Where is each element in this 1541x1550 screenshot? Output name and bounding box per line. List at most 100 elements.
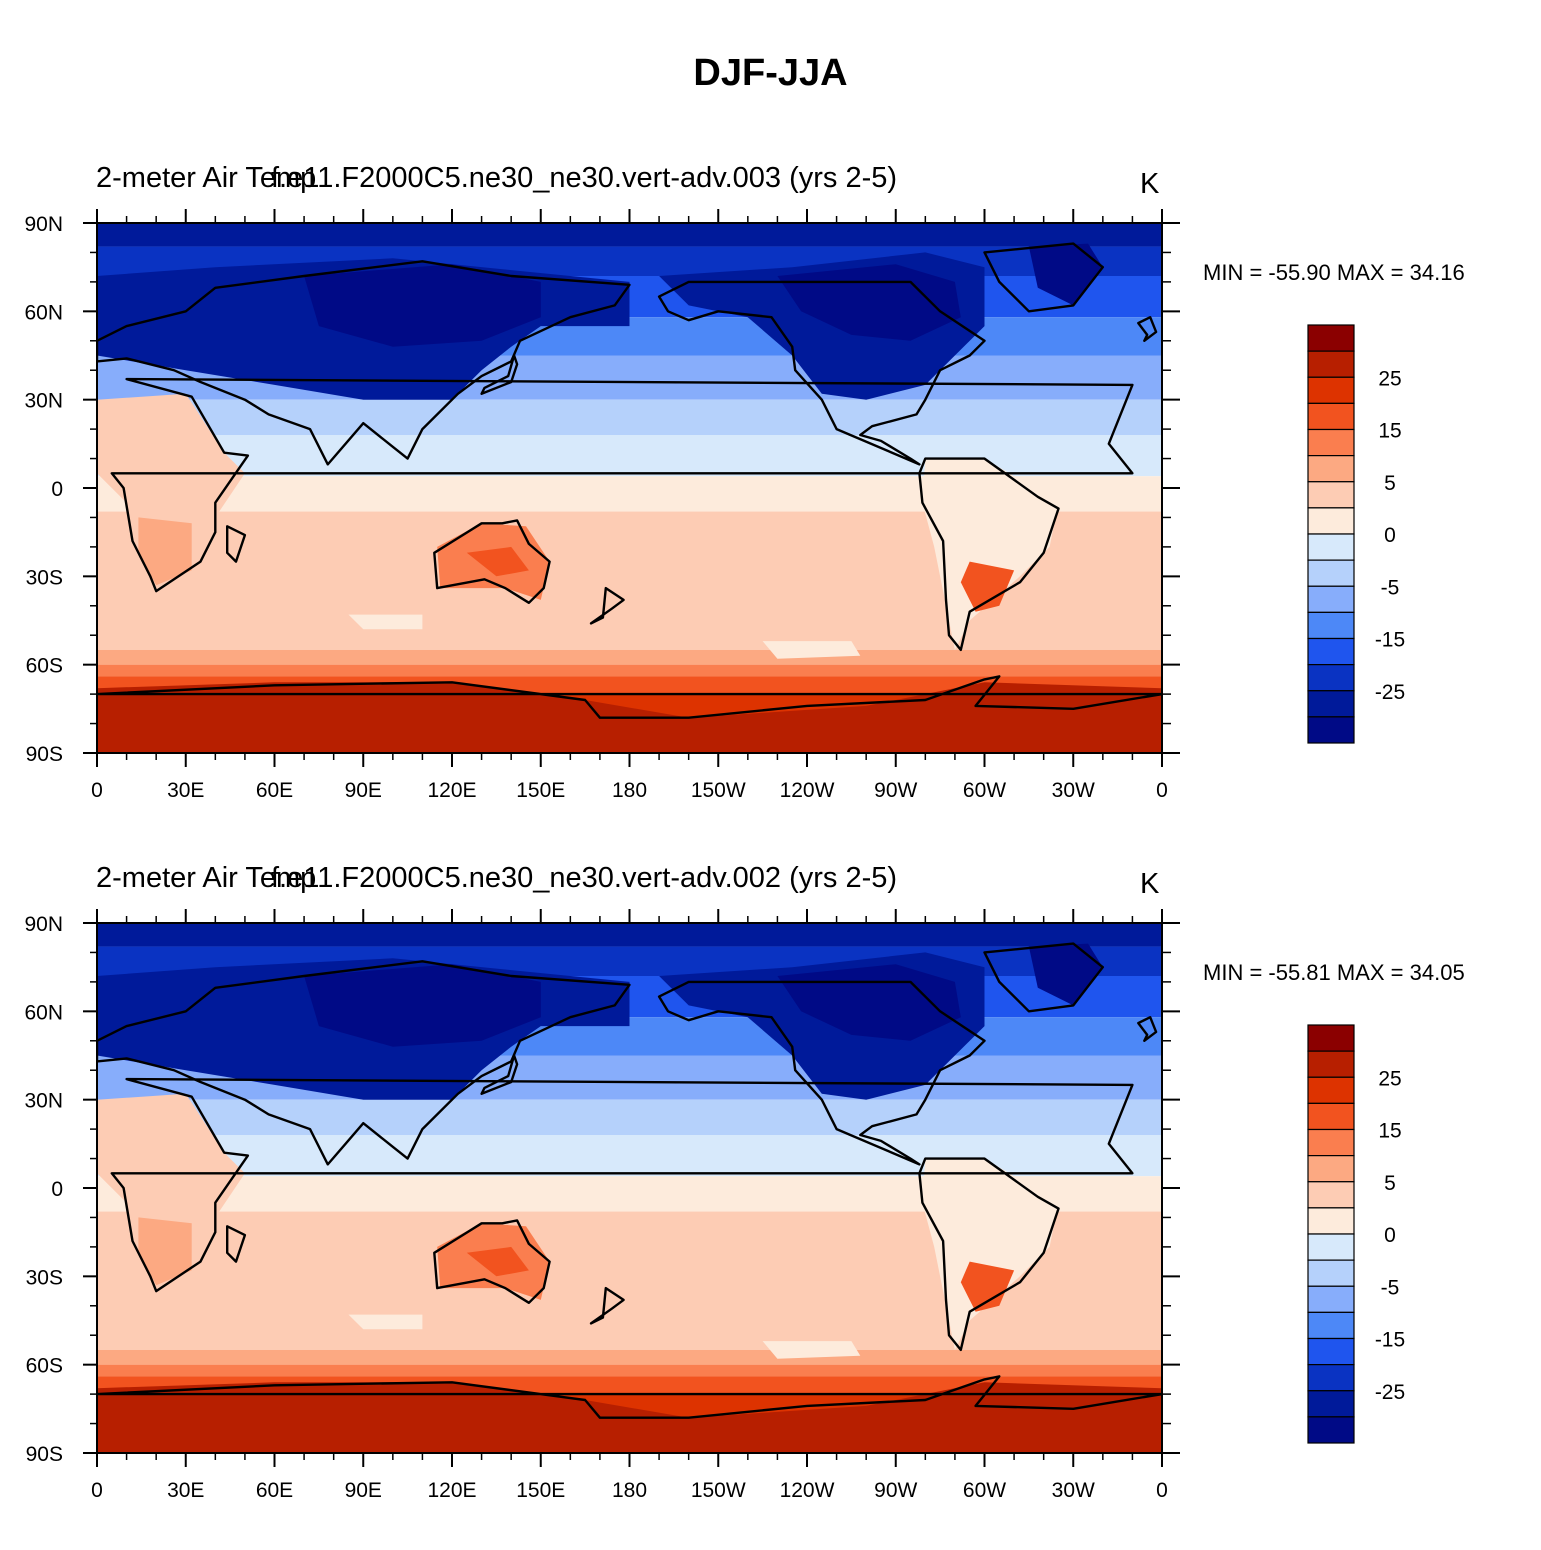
lat-band: [97, 223, 1162, 247]
north-america-coastline: [657, 980, 986, 1166]
australia-coastline: [433, 519, 551, 604]
panel-units: K: [1140, 868, 1160, 900]
new-zealand-coastline: [589, 586, 625, 625]
colorbar-swatch: [1307, 1311, 1355, 1340]
colorbar-swatch: [1307, 507, 1355, 535]
panel-units: K: [1140, 168, 1160, 200]
lat-tick-label: 60N: [24, 1001, 63, 1024]
eurasia-coastline: [97, 960, 631, 1166]
map-panel-bottom: 0 30E 60E 90E 120E 150E 180 150W 120W 90W 60W 30W 0 9…: [0, 850, 1541, 1550]
madagascar-coastline: [225, 1225, 247, 1263]
colorbar-swatch: [1307, 1416, 1355, 1444]
new-zealand-coastline: [589, 1286, 625, 1325]
lat-tick-label: 0: [51, 478, 63, 501]
southern-ocean-cool-patch: [762, 641, 861, 659]
colorbar-swatch: [1307, 376, 1355, 404]
lon-tick-label: 60E: [256, 1479, 293, 1502]
japan-coastline: [480, 354, 519, 396]
colorbar-swatch: [1307, 1364, 1355, 1392]
lon-tick-label: 120E: [427, 779, 476, 802]
argentina-warm: [960, 1261, 1015, 1312]
colorbar-swatch: [1307, 1102, 1355, 1131]
contour-field: [97, 923, 1162, 1453]
lat-tick-label: 90N: [24, 213, 63, 236]
lat-tick-label: 90S: [26, 743, 63, 766]
lat-band: [97, 664, 1162, 677]
lon-tick-label: 60E: [256, 779, 293, 802]
lat-tick-label: 60S: [26, 1355, 63, 1378]
colorbar-label: 5: [1384, 472, 1396, 495]
africa-coastline: [110, 1077, 1134, 1293]
greenland-coastline: [983, 942, 1105, 1013]
africa-coastline: [110, 377, 1134, 593]
colorbar-swatch: [1307, 1024, 1355, 1052]
colorbar-label: -25: [1375, 1381, 1405, 1404]
colorbar-swatch: [1307, 1390, 1355, 1418]
australia-hot-core: [466, 546, 529, 577]
colorbar-label: -15: [1375, 629, 1405, 652]
colorbar: 25 15 5 0 -5 -15 -25: [1307, 324, 1405, 744]
australia-coastline: [433, 1219, 551, 1304]
indian-ocean-cool-patch: [348, 1314, 423, 1330]
colorbar-label: -5: [1381, 576, 1400, 599]
lon-tick-label: 0: [91, 1479, 103, 1502]
colorbar-label: 0: [1384, 524, 1396, 547]
colorbar-swatch: [1307, 559, 1355, 587]
lat-band: [97, 649, 1162, 665]
south-america-coastline: [918, 457, 1060, 652]
south-america-coastline: [918, 1157, 1060, 1352]
panel-variable-title: 2-meter Air Temp: [96, 162, 317, 194]
lat-tick-label: 90S: [26, 1443, 63, 1466]
siberia-cold-core: [304, 964, 541, 1047]
lat-tick-label: 30S: [26, 566, 63, 589]
colorbar-label: -15: [1375, 1329, 1405, 1352]
colorbar: 25 15 5 0 -5 -15 -25: [1307, 1024, 1405, 1444]
lat-tick-label: 30N: [24, 390, 63, 413]
colorbar-label: 15: [1378, 420, 1401, 443]
australia-hot-core: [466, 1246, 529, 1277]
colorbar-swatch: [1307, 611, 1355, 640]
colorbar-label: 25: [1378, 1067, 1401, 1090]
lon-tick-label: 0: [91, 779, 103, 802]
lat-band: [97, 1364, 1162, 1377]
colorbar-swatch: [1307, 1050, 1355, 1078]
map-plot: 0 30E 60E 90E 120E 150E 180 150W 120W 90W 60W 30W 0 9…: [24, 909, 1405, 1502]
colorbar-swatch: [1307, 716, 1355, 744]
africa-south-warm: [138, 1217, 192, 1286]
lat-band: [97, 1099, 1162, 1135]
lon-tick-label: 0: [1156, 1479, 1168, 1502]
colorbar-swatch: [1307, 1181, 1355, 1209]
colorbar-swatch: [1307, 664, 1355, 692]
colorbar-swatch: [1307, 533, 1355, 561]
lon-tick-label: 120W: [780, 779, 835, 802]
colorbar-swatch: [1307, 1285, 1355, 1313]
lon-tick-label: 90W: [874, 779, 917, 802]
colorbar-swatch: [1307, 585, 1355, 613]
antarctica-coastline: [97, 1375, 1162, 1419]
indian-ocean-cool-patch: [348, 614, 423, 630]
lon-tick-label: 120W: [780, 1479, 835, 1502]
colorbar-swatch: [1307, 402, 1355, 431]
canada-cold-core: [777, 264, 961, 341]
lat-tick-label: 60N: [24, 301, 63, 324]
colorbar-swatch: [1307, 428, 1355, 457]
colorbar-swatch: [1307, 1128, 1355, 1157]
map-panel-top: 0 30E 60E 90E 120E 150E 180 150W 120W 90W 60W 30W 0 9…: [0, 150, 1541, 850]
africa-south-warm: [138, 517, 192, 586]
lon-tick-label: 60W: [963, 779, 1006, 802]
lon-tick-label: 150E: [516, 779, 565, 802]
min-max-readout: MIN = -55.81 MAX = 34.05: [1203, 960, 1465, 985]
japan-coastline: [480, 1054, 519, 1096]
colorbar-label: 25: [1378, 367, 1401, 390]
colorbar-swatch: [1307, 1259, 1355, 1287]
lon-tick-label: 90W: [874, 1479, 917, 1502]
lon-tick-label: 0: [1156, 779, 1168, 802]
britain-coastline: [1137, 1015, 1158, 1043]
lon-tick-label: 60W: [963, 1479, 1006, 1502]
lon-tick-label: 120E: [427, 1479, 476, 1502]
colorbar-label: -25: [1375, 681, 1405, 704]
lat-tick-label: 90N: [24, 913, 63, 936]
canada-cold-core: [777, 964, 961, 1041]
lon-tick-label: 180: [612, 1479, 647, 1502]
min-max-readout: MIN = -55.90 MAX = 34.16: [1203, 260, 1465, 285]
